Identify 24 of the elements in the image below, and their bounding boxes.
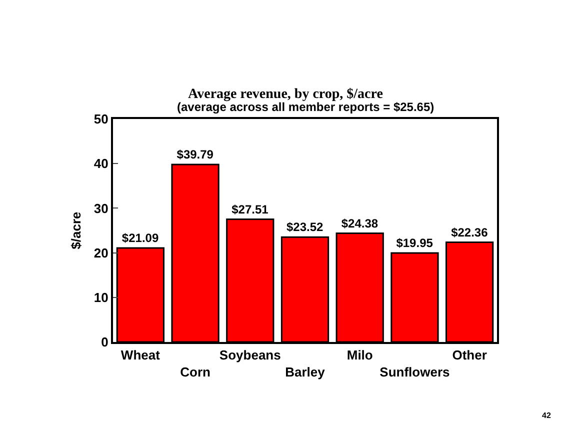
data-label: $27.51 (232, 202, 269, 216)
chart-title: Average revenue, by crop, $/acre (188, 86, 383, 102)
y-axis-title: $/acre (68, 212, 84, 250)
data-label: $22.36 (451, 225, 488, 240)
data-label: $24.38 (341, 216, 378, 230)
y-tick-label: 0 (101, 334, 108, 350)
y-tick-label: 40 (94, 156, 108, 172)
data-label: $39.79 (176, 148, 214, 162)
data-label: $23.52 (286, 220, 324, 234)
x-tick-label: Corn (180, 364, 211, 380)
x-tick-label: Soybeans (219, 348, 281, 363)
y-tick-label: 10 (94, 290, 108, 305)
x-tick-label: Other (452, 348, 487, 363)
x-tick-label: Wheat (120, 348, 161, 363)
text: 42 (542, 411, 552, 420)
x-tick-label: Barley (285, 364, 326, 380)
data-label: $21.09 (122, 230, 159, 245)
y-tick-label: 30 (94, 200, 108, 216)
y-tick-label: 50 (94, 112, 108, 127)
data-label: $19.95 (396, 236, 434, 250)
chart-subtitle: (average across all member reports = $25.65) (177, 100, 434, 114)
x-tick-label: Sunflowers (380, 364, 450, 380)
y-tick-label: 20 (94, 245, 108, 260)
x-tick-label: Milo (346, 348, 373, 363)
